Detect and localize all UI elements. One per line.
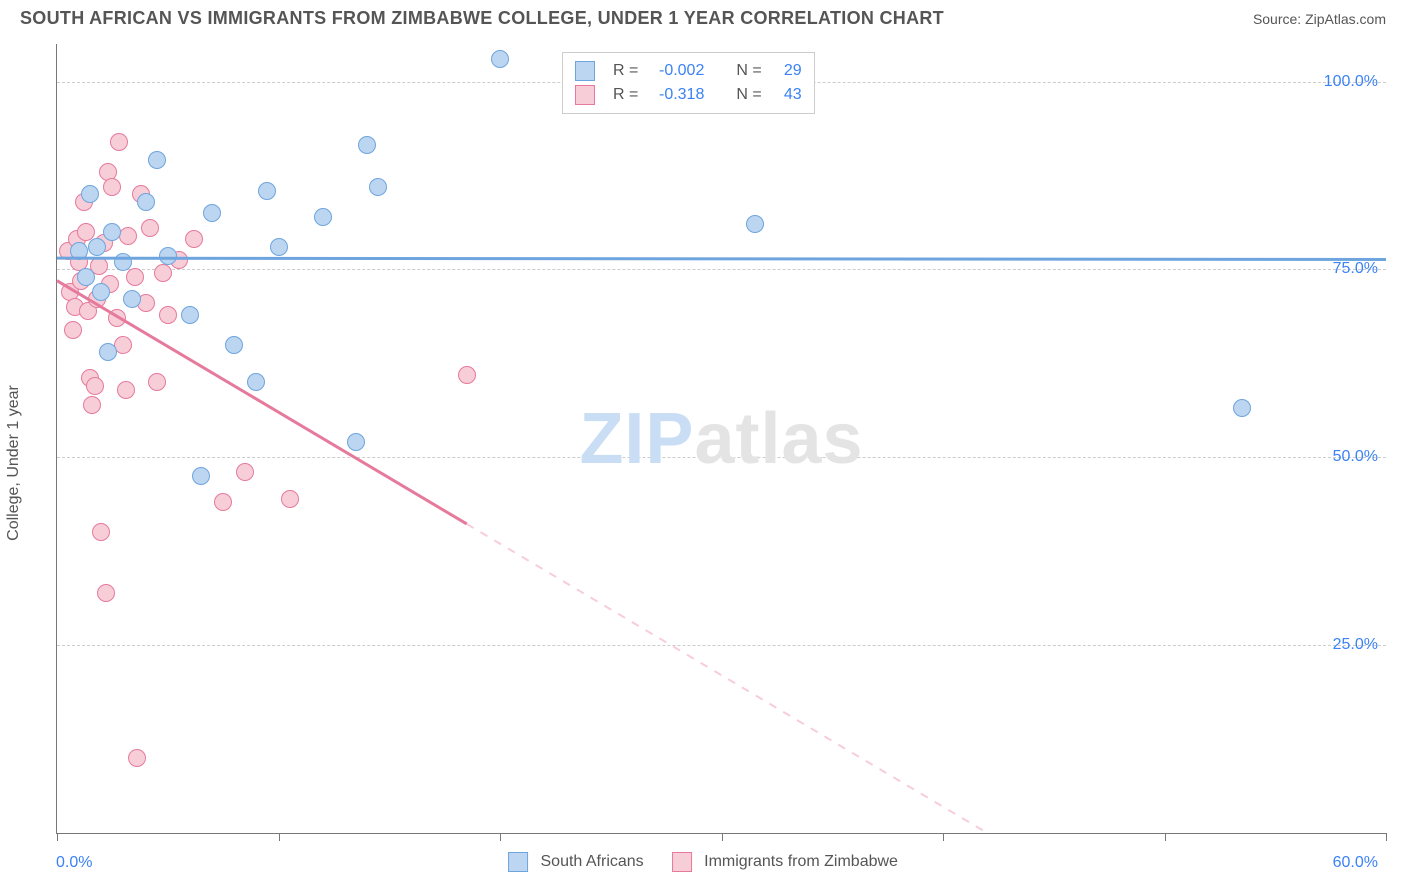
x-tick [722, 833, 723, 841]
legend-swatch-a [508, 852, 528, 872]
chart-title: SOUTH AFRICAN VS IMMIGRANTS FROM ZIMBABW… [20, 8, 944, 29]
x-tick [500, 833, 501, 841]
x-axis-max-label: 60.0% [1333, 854, 1378, 872]
trend-line [57, 281, 467, 524]
correlation-row: R = -0.002 N = 29 [575, 59, 802, 83]
r-value: -0.002 [648, 59, 704, 83]
source-label: Source: ZipAtlas.com [1253, 11, 1386, 27]
x-tick [57, 833, 58, 841]
x-tick [1165, 833, 1166, 841]
plot-area: ZIPatlas 25.0%50.0%75.0%100.0%R =-0.002N… [56, 44, 1386, 834]
correlation-row: R = -0.318 N = 43 [575, 83, 802, 107]
r-label: R = [613, 83, 638, 107]
n-label: N = [736, 59, 761, 83]
n-label: N = [736, 83, 761, 107]
correlation-legend: R = -0.002 N = 29 R = -0.318 N = 43 [562, 52, 815, 114]
x-axis-min-label: 0.0% [56, 854, 92, 872]
r-label: R = [613, 59, 638, 83]
legend-label-a: South Africans [541, 853, 644, 870]
chart-container: College, Under 1 year ZIPatlas 25.0%50.0… [20, 44, 1386, 882]
x-tick [943, 833, 944, 841]
r-value: -0.318 [648, 83, 704, 107]
trend-line [467, 524, 988, 833]
legend-item-a: South Africans [508, 852, 644, 872]
x-tick [1386, 833, 1387, 841]
n-value: 43 [772, 83, 802, 107]
bottom-legend: South Africans Immigrants from Zimbabwe [508, 852, 898, 872]
legend-swatch-b [672, 852, 692, 872]
trend-lines [57, 44, 1386, 833]
legend-item-b: Immigrants from Zimbabwe [672, 852, 898, 872]
legend-swatch [575, 85, 595, 105]
legend-swatch [575, 61, 595, 81]
y-axis-label: College, Under 1 year [5, 385, 23, 541]
n-value: 29 [772, 59, 802, 83]
trend-line [57, 258, 1386, 259]
legend-label-b: Immigrants from Zimbabwe [704, 853, 898, 870]
x-tick [279, 833, 280, 841]
